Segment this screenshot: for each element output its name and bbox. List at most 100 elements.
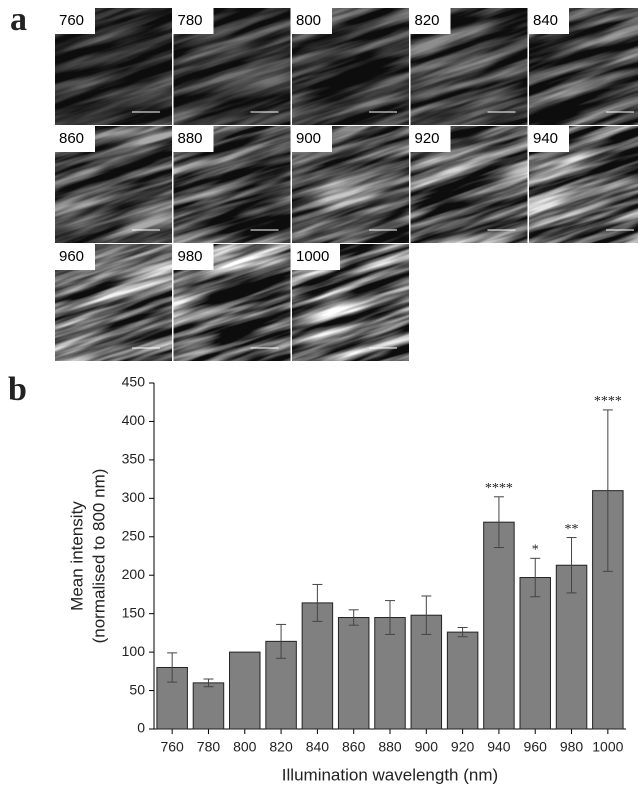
bar-chart: 0 50 100 150 200 250 300 350 400 450 760 780 800 820 8… (67, 374, 626, 784)
fibre-noise (173, 126, 291, 243)
fibre-texture (55, 8, 172, 125)
y-tick-label: 400 (122, 412, 146, 428)
image-label: 840 (533, 12, 558, 29)
image-label-box (55, 126, 95, 152)
fibre-texture (292, 126, 409, 243)
y-tick-label: 0 (137, 720, 145, 736)
error-bar (276, 623, 287, 659)
x-tick-label: 980 (560, 739, 584, 755)
micrograph (173, 8, 291, 125)
image-label-box (410, 126, 451, 152)
image-grid: 760 780 800 820 840 860 880 900 920 940 960 980 1000 (55, 8, 638, 361)
fibre-noise (173, 8, 291, 125)
image-label-box (55, 244, 95, 270)
fibre-texture (55, 244, 172, 361)
error-bar (167, 652, 178, 683)
fibre-texture (292, 244, 409, 361)
significance-label: **** (594, 394, 622, 409)
error-bar (385, 600, 395, 635)
micrograph (173, 126, 291, 243)
fibre-noise (173, 244, 291, 361)
image-label: 860 (59, 130, 84, 147)
fibre-texture (410, 126, 528, 243)
bar (229, 651, 261, 730)
significance-label: **** (485, 481, 513, 496)
panel-label: b (8, 371, 27, 408)
image-label-box (173, 244, 214, 270)
x-tick-label: 800 (233, 739, 257, 755)
image-label: 960 (59, 248, 84, 265)
fibre-noise (292, 8, 409, 125)
fibre-texture (173, 126, 291, 243)
fibre-noise (292, 244, 409, 361)
image-label: 940 (533, 130, 558, 147)
image-label-box (173, 8, 214, 34)
fibre-texture (529, 126, 638, 243)
error-bar (530, 557, 541, 598)
image-label-box (410, 8, 451, 34)
x-tick-label: 760 (160, 739, 184, 755)
x-tick-label: 940 (487, 739, 511, 755)
y-axis-label: Mean intensity (67, 501, 86, 611)
x-tick-label: 960 (524, 739, 548, 755)
y-tick-label: 350 (122, 451, 146, 467)
panel-label: a (10, 1, 27, 38)
significance-label: * (532, 543, 539, 558)
fibre-texture (173, 8, 291, 125)
bar (192, 682, 225, 730)
image-label: 1000 (296, 248, 329, 265)
image-label-box (529, 126, 569, 152)
image-label: 780 (178, 12, 203, 29)
significance-label: ** (565, 522, 579, 537)
x-tick-label: 860 (342, 739, 366, 755)
y-tick-label: 300 (122, 489, 146, 505)
fibre-noise (529, 126, 638, 243)
error-bar (348, 609, 359, 626)
image-label: 880 (178, 130, 203, 147)
error-bar (203, 678, 214, 688)
image-label: 900 (296, 130, 321, 147)
image-label: 980 (178, 248, 203, 265)
image-label-box (292, 8, 332, 34)
fibre-noise (529, 8, 638, 125)
bar (446, 631, 479, 730)
bar (483, 521, 515, 730)
error-bar (493, 496, 504, 549)
x-tick-label: 820 (269, 739, 293, 755)
y-tick-label: 250 (122, 527, 146, 543)
micrograph (410, 8, 528, 125)
fibre-noise (292, 126, 409, 243)
error-bar (602, 409, 613, 572)
image-label-box (529, 8, 569, 34)
image-label: 820 (415, 12, 440, 29)
fibre-texture (173, 244, 291, 361)
fibre-noise (410, 8, 528, 125)
error-bar (566, 537, 577, 594)
fibre-noise (55, 8, 172, 125)
error-bar (312, 583, 323, 622)
image-label: 760 (59, 12, 84, 29)
bar (519, 577, 551, 730)
fibre-noise (55, 126, 172, 243)
y-tick-label: 150 (122, 604, 146, 620)
fibre-texture (292, 8, 409, 125)
bar (337, 617, 370, 730)
error-bar (457, 627, 468, 638)
x-tick-label: 780 (197, 739, 221, 755)
error-bar (421, 595, 432, 635)
image-label-box (173, 126, 214, 152)
x-tick-label: 920 (451, 739, 475, 755)
image-label: 920 (415, 130, 440, 147)
fibre-texture (55, 126, 172, 243)
y-tick-label: 200 (122, 566, 146, 582)
y-tick-label: 450 (122, 374, 146, 390)
y-tick-label: 100 (122, 643, 146, 659)
image-label-box (55, 8, 95, 34)
y-axis-label: (normalised to 800 nm) (89, 469, 108, 644)
x-tick-label: 900 (415, 739, 439, 755)
y-tick-label: 50 (129, 681, 145, 697)
fibre-texture (529, 8, 638, 125)
image-label: 800 (296, 12, 321, 29)
fibre-noise (55, 244, 172, 361)
